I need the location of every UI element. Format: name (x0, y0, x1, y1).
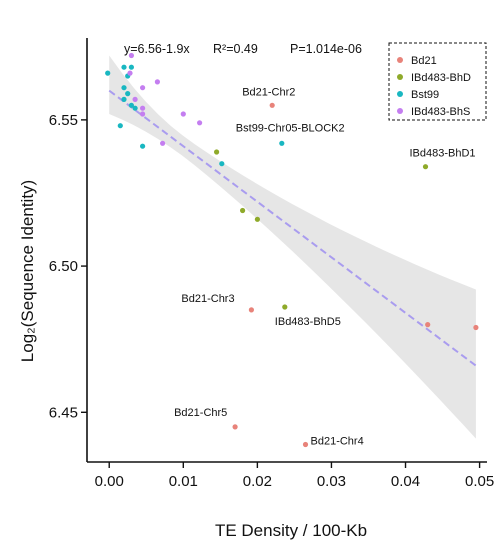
point-ibd483-bhs-8 (197, 120, 203, 126)
axes (86, 38, 487, 463)
x-axis-ticks: 0.00 0.01 0.02 0.03 0.04 0.05 (95, 462, 494, 490)
point-bd21-3 (473, 324, 479, 331)
legend-swatch-3 (397, 108, 403, 114)
point-bst99-2 (128, 64, 134, 70)
points-layer (105, 52, 479, 448)
point-bst99-6 (121, 96, 127, 102)
regression-layer (108, 55, 477, 439)
point-bd21-2 (425, 322, 431, 328)
point-annotations: Bd21-Chr2 Bst99-Chr05-BLOCK2 IBd483-BhD1 Bd… (174, 86, 475, 447)
point-bst99-1 (121, 64, 127, 70)
point-ibd483-bhs-4 (132, 96, 138, 102)
p-value-label: P=1.014e-06 (290, 42, 362, 56)
x-tick-label: 0.05 (465, 473, 494, 490)
point-ibd483-bhs-0 (128, 52, 134, 59)
point-ibd483-bhs-5 (140, 105, 146, 111)
point-ibd483-bhd-1 (282, 304, 288, 310)
point-bst99-0 (105, 70, 111, 76)
point-ibd483-bhd-3 (240, 207, 246, 214)
annotation-bd21-chr3: Bd21-Chr3 (181, 293, 234, 305)
point-ibd483-bhs-6 (140, 111, 146, 117)
annotation-bst99-chr05-block2: Bst99-Chr05-BLOCK2 (236, 122, 345, 134)
y-tick-label: 6.55 (49, 112, 78, 129)
point-bd21-1 (248, 307, 254, 313)
point-ibd483-bhd-4 (254, 216, 260, 222)
confidence-band (109, 55, 476, 439)
y-axis-title: Log₂(Sequence Identity) (18, 180, 37, 362)
regression-equation: y=6.56-1.9x (124, 42, 190, 56)
point-bst99-9 (117, 123, 123, 129)
legend-label-1: IBd483-BhD (411, 72, 471, 84)
legend-box (388, 42, 487, 121)
annotation-bd21-chr4: Bd21-Chr4 (311, 436, 364, 448)
annotation-bd21-chr2: Bd21-Chr2 (242, 86, 295, 98)
point-bst99-7 (128, 102, 134, 108)
point-bd21-0 (269, 102, 275, 108)
point-ibd483-bhs-2 (154, 79, 160, 85)
y-tick-label: 6.50 (49, 258, 78, 275)
legend-swatch-0 (397, 57, 403, 63)
x-tick-label: 0.04 (391, 473, 420, 490)
annotation-ibd483-bhd5: IBd483-BhD5 (275, 316, 341, 328)
point-bd21-4 (232, 424, 238, 430)
x-tick-label: 0.02 (243, 473, 272, 490)
legend-swatch-1 (397, 74, 403, 80)
point-bst99-11 (279, 140, 285, 146)
point-ibd483-bhs-1 (127, 70, 133, 76)
annotation-ibd483-bhd1: IBd483-BhD1 (410, 148, 476, 160)
y-axis-ticks: 6.45 6.50 6.55 (49, 112, 87, 421)
x-axis-title: TE Density / 100-Kb (215, 521, 367, 540)
legend-swatch-2 (397, 91, 403, 97)
x-tick-label: 0.03 (317, 473, 346, 490)
point-bst99-10 (140, 143, 146, 149)
point-bst99-8 (132, 105, 138, 111)
legend-label-2: Bst99 (411, 89, 439, 101)
point-ibd483-bhd-0 (422, 164, 429, 170)
x-tick-label: 0.00 (95, 473, 124, 490)
point-ibd483-bhs-3 (140, 85, 146, 91)
point-bd21-5 (302, 441, 309, 448)
point-ibd483-bhs-7 (180, 111, 186, 117)
point-ibd483-bhs-9 (160, 140, 166, 146)
point-ibd483-bhd-2 (214, 149, 220, 155)
annotation-bd21-chr5: Bd21-Chr5 (174, 407, 227, 419)
legend: Bd21 IBd483-BhD Bst99 IBd483-BhS (388, 42, 487, 121)
point-bst99-12 (219, 161, 225, 167)
r-squared-label: R²=0.49 (213, 42, 258, 56)
legend-label-0: Bd21 (411, 55, 437, 67)
point-bst99-5 (125, 91, 131, 97)
point-bst99-4 (121, 85, 127, 91)
x-tick-label: 0.01 (169, 473, 198, 490)
y-tick-label: 6.45 (49, 404, 78, 421)
legend-label-3: IBd483-BhS (411, 106, 470, 118)
